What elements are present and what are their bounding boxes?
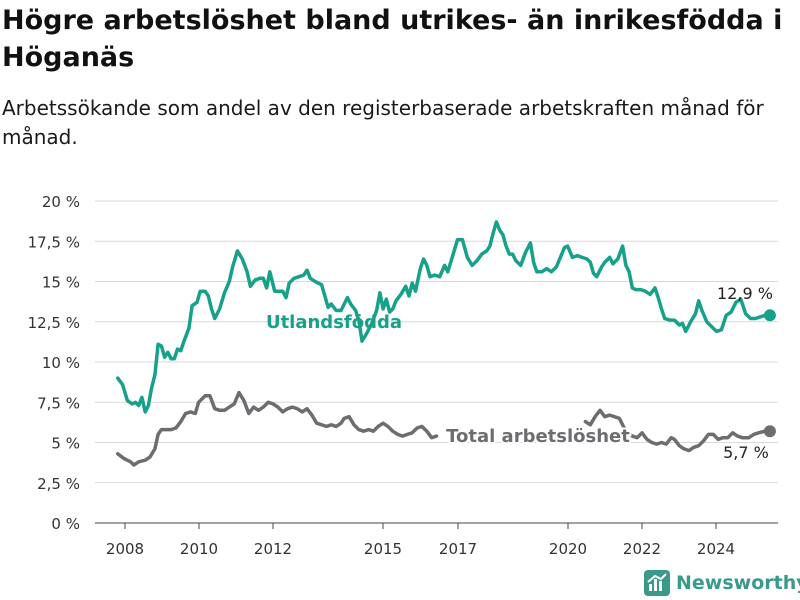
series-label-total: Total arbetslöshet: [446, 426, 630, 447]
gridlines: [95, 200, 778, 524]
x-tick-label: 2008: [106, 540, 144, 558]
y-tick-label: 2,5 %: [37, 475, 80, 493]
y-tick-label: 10 %: [42, 354, 80, 372]
series-label-utlandsfodda: Utlandsfödda: [266, 312, 402, 333]
x-tick-label: 2010: [180, 540, 218, 558]
newsworthy-brand-name: Newsworthy: [676, 572, 800, 594]
y-tick-label: 5 %: [51, 435, 80, 453]
end-point-utlandsfodda: [763, 309, 776, 322]
y-tick-label: 20 %: [42, 193, 80, 211]
y-axis: 0 % 2,5 % 5 % 7,5 % 10 % 12,5 % 15 % 17,5 % 20 %: [28, 193, 80, 533]
series-line-utlandsfodda: [115, 220, 772, 414]
series-line-total: [115, 390, 439, 467]
x-tick-label: 2015: [364, 540, 402, 558]
x-tick-label: 2022: [623, 540, 661, 558]
chart-subtitle: Arbetssökande som andel av den registerb…: [2, 96, 764, 149]
chart-title: Högre arbetslöshet bland utrikes- än inr…: [2, 5, 783, 73]
series-lines: [115, 220, 776, 467]
y-tick-label: 17,5 %: [28, 233, 80, 251]
newsworthy-logo: Newsworthy: [644, 570, 800, 596]
y-tick-label: 12,5 %: [28, 314, 80, 332]
end-point-total: [763, 425, 776, 438]
series-labels: 12,9 % Utlandsfödda 5,7 % Total arbetslöshe…: [266, 284, 773, 462]
newsworthy-logo-icon: [644, 570, 670, 596]
y-tick-label: 0 %: [51, 515, 80, 533]
series-line-total-2: [583, 408, 772, 453]
x-tick-label: 2020: [549, 540, 587, 558]
x-tick-label: 2012: [254, 540, 292, 558]
end-label-total: 5,7 %: [723, 443, 769, 462]
x-tick-label: 2024: [697, 540, 735, 558]
y-tick-label: 15 %: [42, 274, 80, 292]
x-axis: 2008 2010 2012 2015 2017 2020 2022 2024: [106, 523, 735, 558]
y-tick-label: 7,5 %: [37, 394, 80, 412]
end-label-utlandsfodda: 12,9 %: [717, 284, 773, 303]
x-tick-label: 2017: [439, 540, 477, 558]
